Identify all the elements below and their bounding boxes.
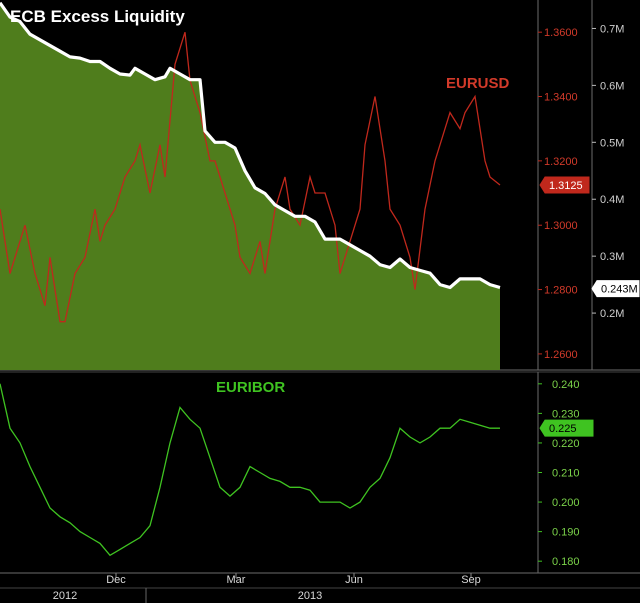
euribor-series-label: EURIBOR [216,379,285,396]
x-month-label: Mar [227,574,246,586]
eurusd-tick-label: 1.3400 [544,92,578,104]
liquidity-last-badge-box [591,280,640,298]
eurusd-last-badge-box [539,176,590,194]
euribor-line [0,383,500,557]
euribor-tick-label: 0.230 [552,408,580,420]
x-year-label: 2012 [53,590,77,602]
eurusd-last-badge-text: 1.3125 [549,180,583,192]
liquidity-last-badge: 0.243M [591,280,640,298]
euribor-last-badge-text: 0.225 [549,423,577,435]
euribor-tick-label: 0.210 [552,468,580,480]
euribor-last-badge-box [539,419,594,437]
top-panel [0,1,501,371]
liquidity-tick-label: 0.2M [600,308,624,320]
liquidity-tick-label: 0.6M [600,80,624,92]
euribor-tick-label: 0.220 [552,438,580,450]
x-month-label: Jun [345,574,363,586]
euribor-tick-label: 0.240 [552,379,580,391]
eurusd-tick-label: 1.3600 [544,27,578,39]
euribor-tick-label: 0.200 [552,497,580,509]
chart-title: ECB Excess Liquidity [10,7,185,26]
liquidity-tick-label: 0.3M [600,251,624,263]
liquidity-last-badge-text: 0.243M [601,284,638,296]
x-year-label: 2013 [298,590,322,602]
euribor-last-badge: 0.225 [539,419,594,437]
eurusd-last-badge: 1.3125 [539,176,590,194]
euribor-tick-label: 0.180 [552,556,580,568]
eurusd-tick-label: 1.3000 [544,220,578,232]
euribor-tick-label: 0.190 [552,527,580,539]
eurusd-series-label: EURUSD [446,75,510,92]
liquidity-tick-label: 0.7M [600,23,624,35]
liquidity-tick-label: 0.5M [600,137,624,149]
eurusd-tick-label: 1.2600 [544,349,578,361]
liquidity-area [0,2,500,371]
eurusd-tick-label: 1.2800 [544,285,578,297]
bottom-panel [0,383,500,557]
eurusd-tick-label: 1.3200 [544,156,578,168]
x-month-label: Dec [106,574,126,586]
axes: 1.2600 1.2800 1.3000 1.3200 1.3400 1.3600 0.2M… [53,23,640,603]
eurusd-line [0,32,501,323]
liquidity-tick-label: 0.4M [600,194,624,206]
liquidity-line [0,1,501,290]
x-month-label: Sep [461,574,481,586]
